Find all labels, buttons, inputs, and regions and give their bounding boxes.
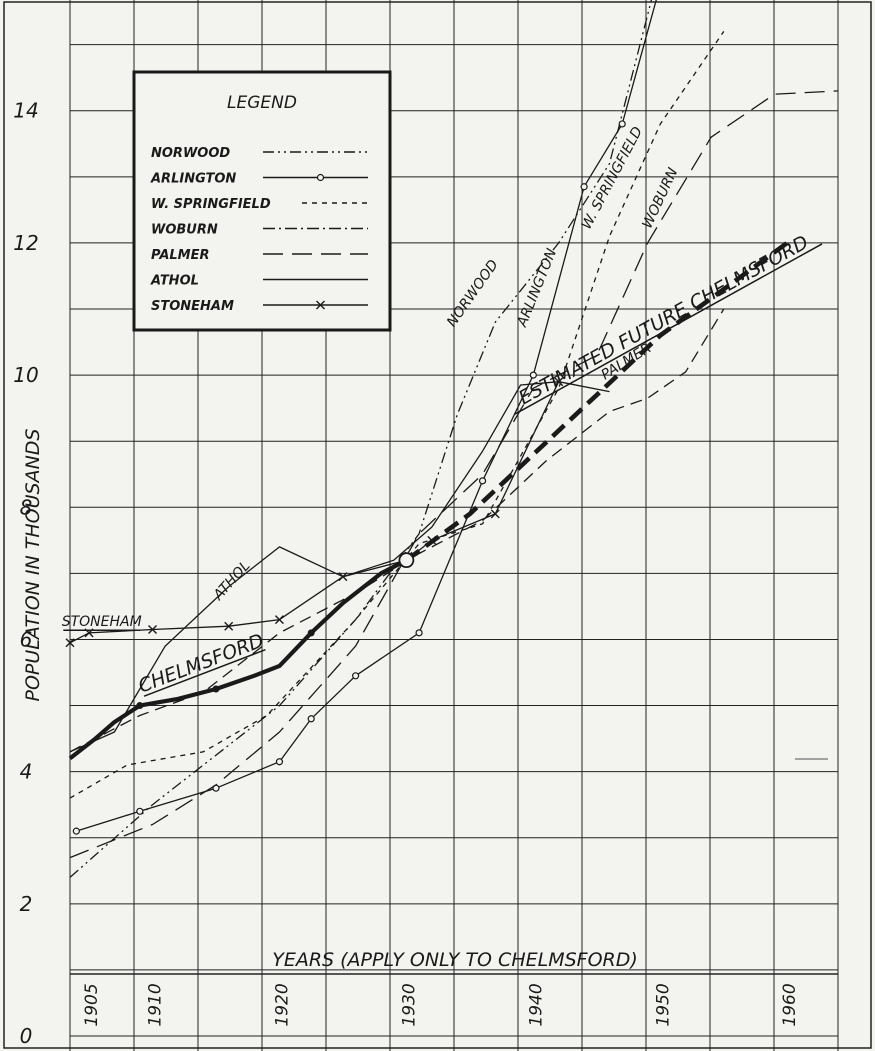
x-tick-labels: 1905 1910 1920 1930 1940 1950 1960	[70, 973, 838, 1027]
point-marker	[427, 535, 437, 545]
legend-entry-label: PALMER	[151, 248, 210, 263]
y-tick-label: 10	[13, 363, 38, 387]
point-marker	[274, 615, 284, 625]
legend-entries: NORWOOD ARLINGTON W. SPRINGFIELD WOBURN PALM…	[150, 146, 368, 314]
point-marker	[415, 629, 423, 637]
y-tick-label: 2	[20, 892, 33, 916]
point-marker	[307, 629, 315, 637]
x-axis-label: YEARS (APPLY ONLY TO CHELMSFORD)	[272, 949, 638, 971]
point-marker	[490, 509, 500, 519]
legend-marker	[316, 173, 325, 182]
point-marker	[136, 702, 144, 710]
legend-entry-label: ARLINGTON	[150, 172, 236, 187]
point-marker	[352, 672, 360, 680]
y-axis-label: POPULATION IN THOUSANDS	[22, 429, 44, 702]
point-marker	[148, 625, 158, 635]
series-line-estimated-future-chelmsford	[405, 241, 789, 563]
legend: LEGEND NORWOOD ARLINGTON W. SPRINGFIELD WOB…	[132, 70, 392, 332]
point-marker	[307, 715, 315, 723]
y-tick-label: 4	[20, 760, 33, 784]
point-marker	[529, 371, 537, 379]
legend-entry-label: W. SPRINGFIELD	[151, 197, 271, 212]
point-marker	[338, 572, 348, 582]
legend-entry-label: NORWOOD	[151, 146, 230, 161]
series-line-woburn	[69, 90, 839, 859]
x-tick-label: 1905	[82, 983, 102, 1026]
annotation-underline	[143, 648, 266, 697]
y-tick-labels: 0 2 4 6 8 10 12 14	[13, 99, 38, 1048]
point-marker	[212, 685, 220, 693]
x-tick-label: 1960	[780, 983, 800, 1026]
x-tick-label: 1910	[146, 983, 166, 1026]
point-marker	[478, 477, 487, 485]
legend-frame	[132, 70, 392, 332]
legend-entry-label: STONEHAM	[151, 299, 234, 314]
annotation-label: STONEHAM	[62, 614, 142, 630]
point-marker	[554, 377, 564, 387]
point-marker	[65, 638, 75, 648]
series-line-athol	[69, 381, 610, 753]
y-tick-label: 12	[13, 231, 38, 255]
x-tick-label: 1920	[273, 983, 293, 1026]
y-tick-label: 0	[20, 1024, 33, 1048]
legend-entry-label: WOBURN	[151, 223, 218, 238]
point-marker	[580, 183, 588, 191]
series-line-stoneham	[69, 381, 560, 644]
series-line-norwood	[69, 0, 653, 878]
series-line-arlington	[76, 0, 657, 832]
series-lines	[65, 0, 839, 878]
point-marker	[72, 827, 80, 835]
series-line-palmer	[69, 308, 725, 753]
point-marker	[275, 758, 284, 766]
annotation-underline	[514, 243, 823, 415]
legend-marker	[316, 300, 325, 310]
y-tick-label: 6	[20, 627, 33, 651]
x-tick-label: 1950	[653, 983, 673, 1026]
x-tick-label: 1930	[399, 983, 419, 1026]
point-marker	[136, 807, 144, 815]
outer-frame	[3, 1, 872, 1049]
point-marker	[618, 120, 626, 128]
legend-entry-label: ATHOL	[150, 274, 199, 289]
point-marker	[224, 621, 234, 631]
legend-title: LEGEND	[227, 93, 297, 113]
convergence-marker	[398, 552, 415, 569]
x-tick-label: 1940	[526, 983, 546, 1026]
y-tick-label: 8	[20, 495, 33, 519]
y-tick-label: 14	[13, 99, 38, 123]
